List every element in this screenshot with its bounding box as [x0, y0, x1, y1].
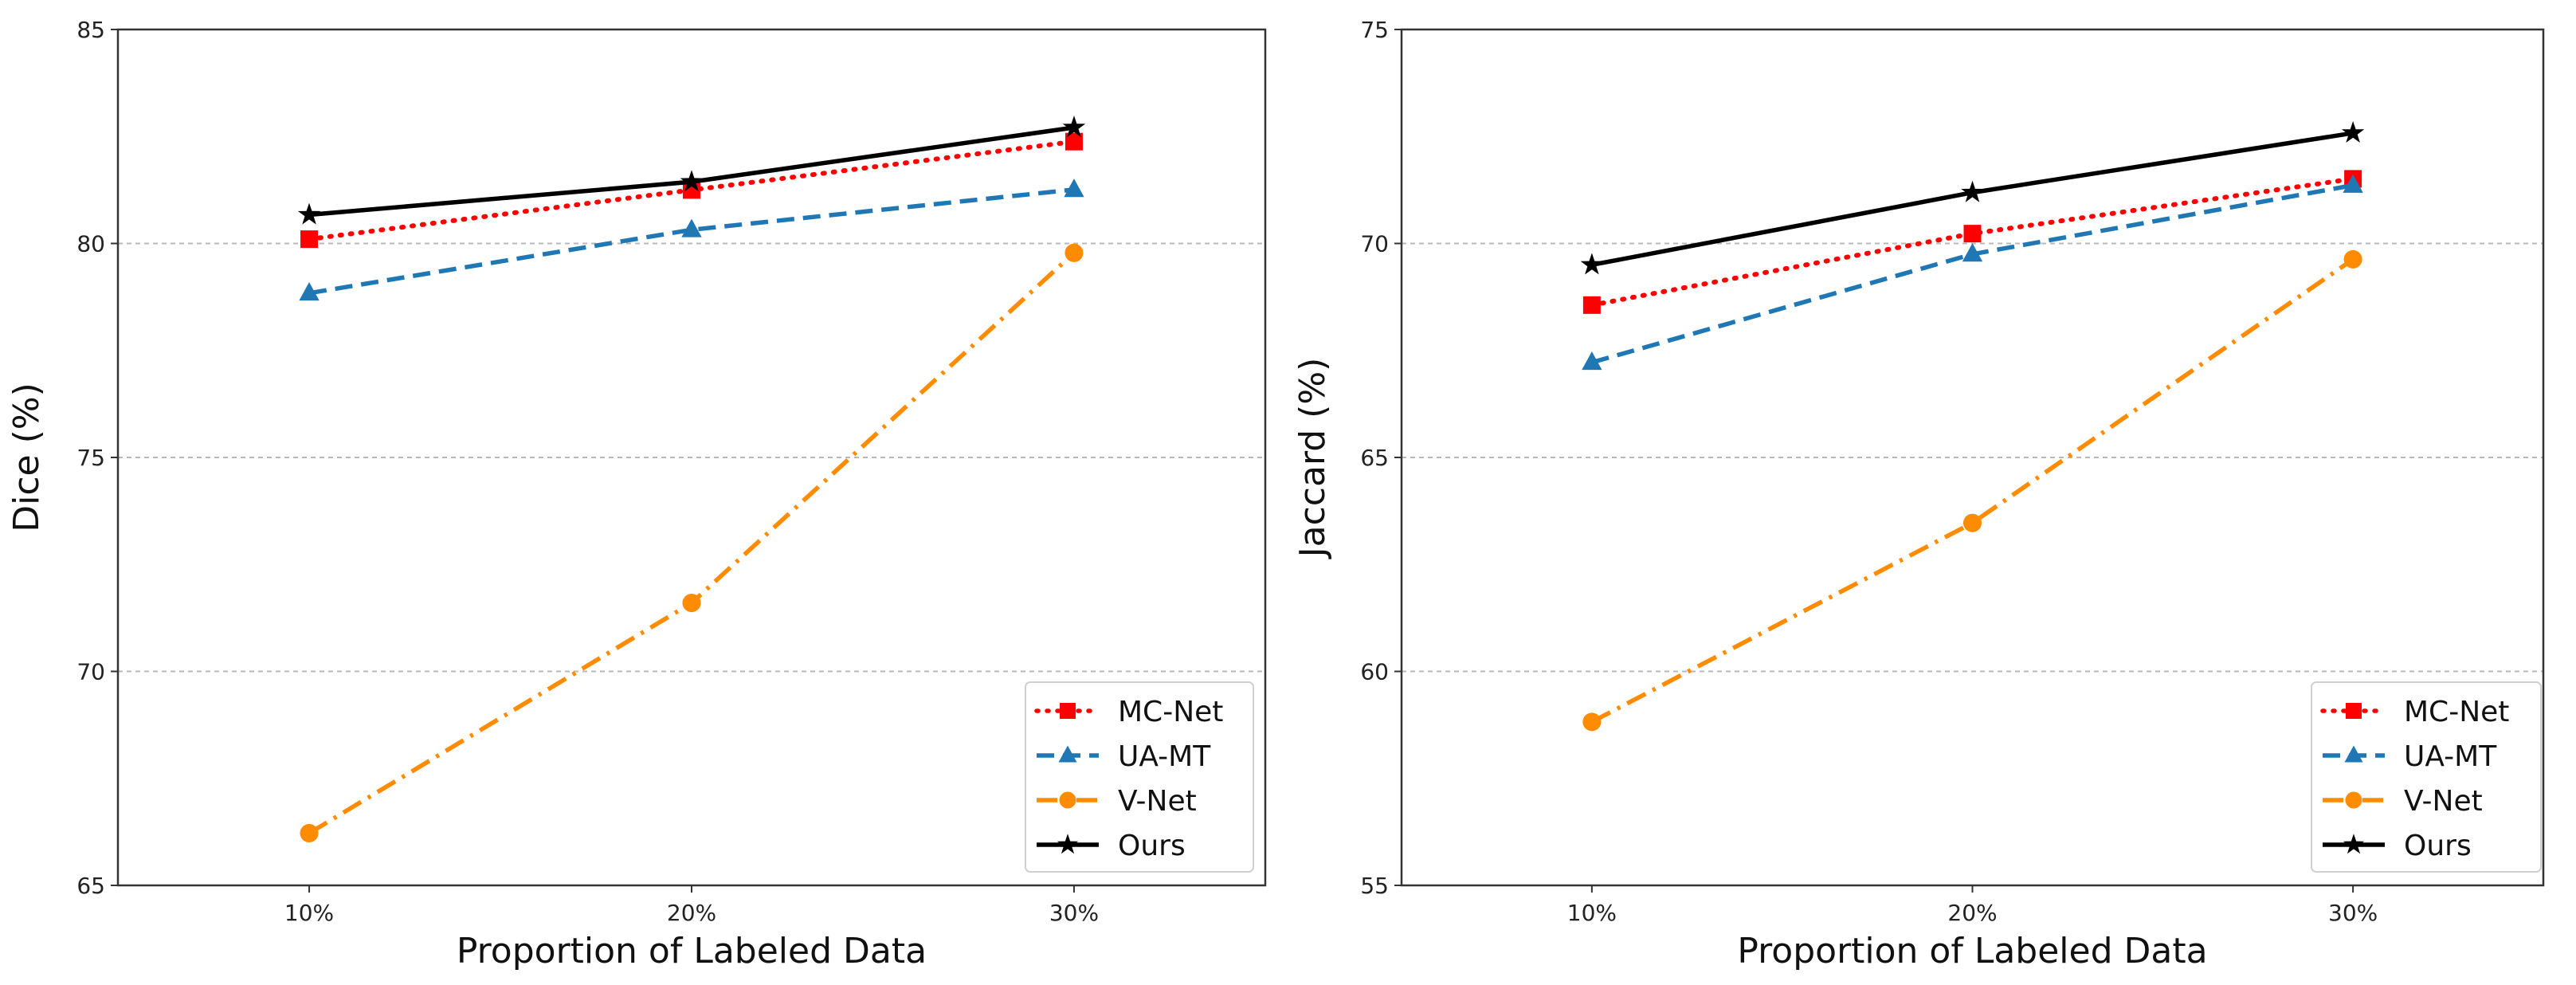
legend-label: MC-Net — [1118, 696, 1223, 728]
y-axis-label: Jaccard (%) — [1292, 358, 1333, 560]
data-point — [682, 594, 701, 613]
series-line — [308, 251, 1076, 835]
legend-item: V-Net — [1037, 785, 1197, 818]
y-tick-label: 55 — [1360, 873, 1389, 899]
series-v-net — [1582, 249, 2362, 732]
y-tick-label: 75 — [76, 445, 105, 471]
data-point — [1962, 513, 1982, 532]
data-point — [1065, 243, 1084, 262]
x-tick-label: 20% — [1947, 900, 1997, 926]
y-tick-label: 65 — [1360, 445, 1389, 471]
y-tick-label: 60 — [1360, 659, 1389, 685]
data-point — [1963, 225, 1982, 243]
legend-item: Ours — [2323, 830, 2472, 862]
legend-item: UA-MT — [2323, 740, 2497, 773]
data-point — [300, 823, 319, 843]
x-tick-label: 30% — [2328, 900, 2378, 926]
y-tick-label: 65 — [76, 873, 105, 899]
series-ua-mt — [1582, 174, 2363, 371]
x-tick-label: 10% — [1567, 900, 1617, 926]
data-point — [2343, 174, 2363, 193]
data-point — [680, 170, 704, 192]
legend-label: Ours — [1118, 830, 1186, 862]
legend-label: Ours — [2404, 830, 2472, 862]
data-point — [1961, 180, 1984, 202]
data-point — [1580, 253, 1604, 275]
legend-label: MC-Net — [2404, 696, 2509, 728]
legend-marker — [1057, 834, 1079, 854]
data-point — [299, 282, 320, 301]
legend-marker — [1058, 745, 1077, 763]
series-v-net — [300, 243, 1084, 843]
data-point — [1064, 179, 1084, 198]
series-ours — [1580, 121, 2365, 275]
legend-marker — [2343, 834, 2365, 854]
data-point — [2341, 121, 2365, 143]
chart-panel-2: 55 60 65 70 75 10% 20% 30% Proportion of Labeled… — [1292, 17, 2545, 971]
legend-marker — [2346, 703, 2362, 719]
legend-item: V-Net — [2323, 785, 2483, 818]
y-axis-label: Dice (%) — [6, 383, 47, 532]
y-tick-label: 80 — [76, 231, 105, 257]
y-tick-label: 85 — [76, 17, 105, 43]
data-point — [1582, 351, 1602, 371]
legend-label: UA-MT — [1118, 740, 1211, 773]
legend: MC-Net UA-MT V-Net Ours — [2311, 681, 2542, 873]
legend-label: UA-MT — [2404, 740, 2497, 773]
series-ours — [297, 116, 1086, 225]
series-line — [308, 187, 1075, 296]
y-tick-label: 70 — [76, 659, 105, 685]
legend-box — [1025, 681, 1254, 873]
data-point — [300, 230, 319, 249]
y-tick-label: 75 — [1360, 17, 1389, 43]
series-ua-mt — [299, 179, 1084, 301]
x-axis-label: Proportion of Labeled Data — [457, 931, 927, 971]
chart-panel-1: 65 70 75 80 85 10% 20% 30% Proportion of Labeled… — [6, 17, 1267, 971]
legend-marker — [1060, 703, 1076, 719]
legend-marker — [2345, 791, 2362, 809]
legend-item: UA-MT — [1037, 740, 1211, 773]
x-tick-label: 20% — [667, 900, 716, 926]
legend-box — [2311, 681, 2542, 873]
legend-label: V-Net — [1118, 785, 1197, 818]
data-point — [681, 218, 702, 237]
x-tick-label: 10% — [284, 900, 334, 926]
data-point — [1065, 132, 1083, 151]
legend-item: MC-Net — [1034, 696, 1223, 728]
x-axis-label: Proportion of Labeled Data — [1737, 931, 2207, 971]
data-point — [2343, 249, 2362, 269]
plot-area-frame — [1400, 28, 2545, 887]
legend-marker — [2344, 745, 2363, 763]
plot-area-frame — [116, 28, 1267, 887]
legend-marker — [1059, 791, 1076, 809]
legend-item: Ours — [1037, 830, 1186, 862]
data-point — [1582, 712, 1602, 732]
y-tick-label: 70 — [1360, 231, 1389, 257]
data-point — [1062, 116, 1086, 138]
series-line — [1591, 182, 2354, 365]
legend: MC-Net UA-MT V-Net Ours — [1025, 681, 1254, 873]
data-point — [1962, 243, 1983, 262]
data-point — [1582, 296, 1601, 314]
legend-item: MC-Net — [2320, 696, 2509, 728]
legend-label: V-Net — [2404, 785, 2483, 818]
x-tick-label: 30% — [1049, 900, 1099, 926]
data-point — [297, 202, 321, 225]
